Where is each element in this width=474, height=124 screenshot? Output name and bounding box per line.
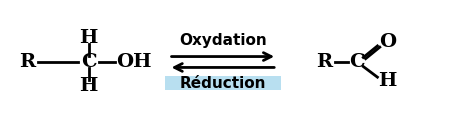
Text: O: O [379, 33, 396, 51]
Text: Réduction: Réduction [180, 76, 266, 91]
Text: Oxydation: Oxydation [179, 33, 267, 48]
Text: H: H [378, 72, 396, 90]
Text: R: R [316, 53, 332, 71]
Text: H: H [79, 77, 98, 95]
Text: OH: OH [117, 53, 152, 71]
Text: C: C [81, 53, 96, 71]
FancyBboxPatch shape [165, 76, 281, 90]
Text: H: H [79, 29, 98, 47]
Text: R: R [19, 53, 36, 71]
Text: C: C [349, 53, 365, 71]
